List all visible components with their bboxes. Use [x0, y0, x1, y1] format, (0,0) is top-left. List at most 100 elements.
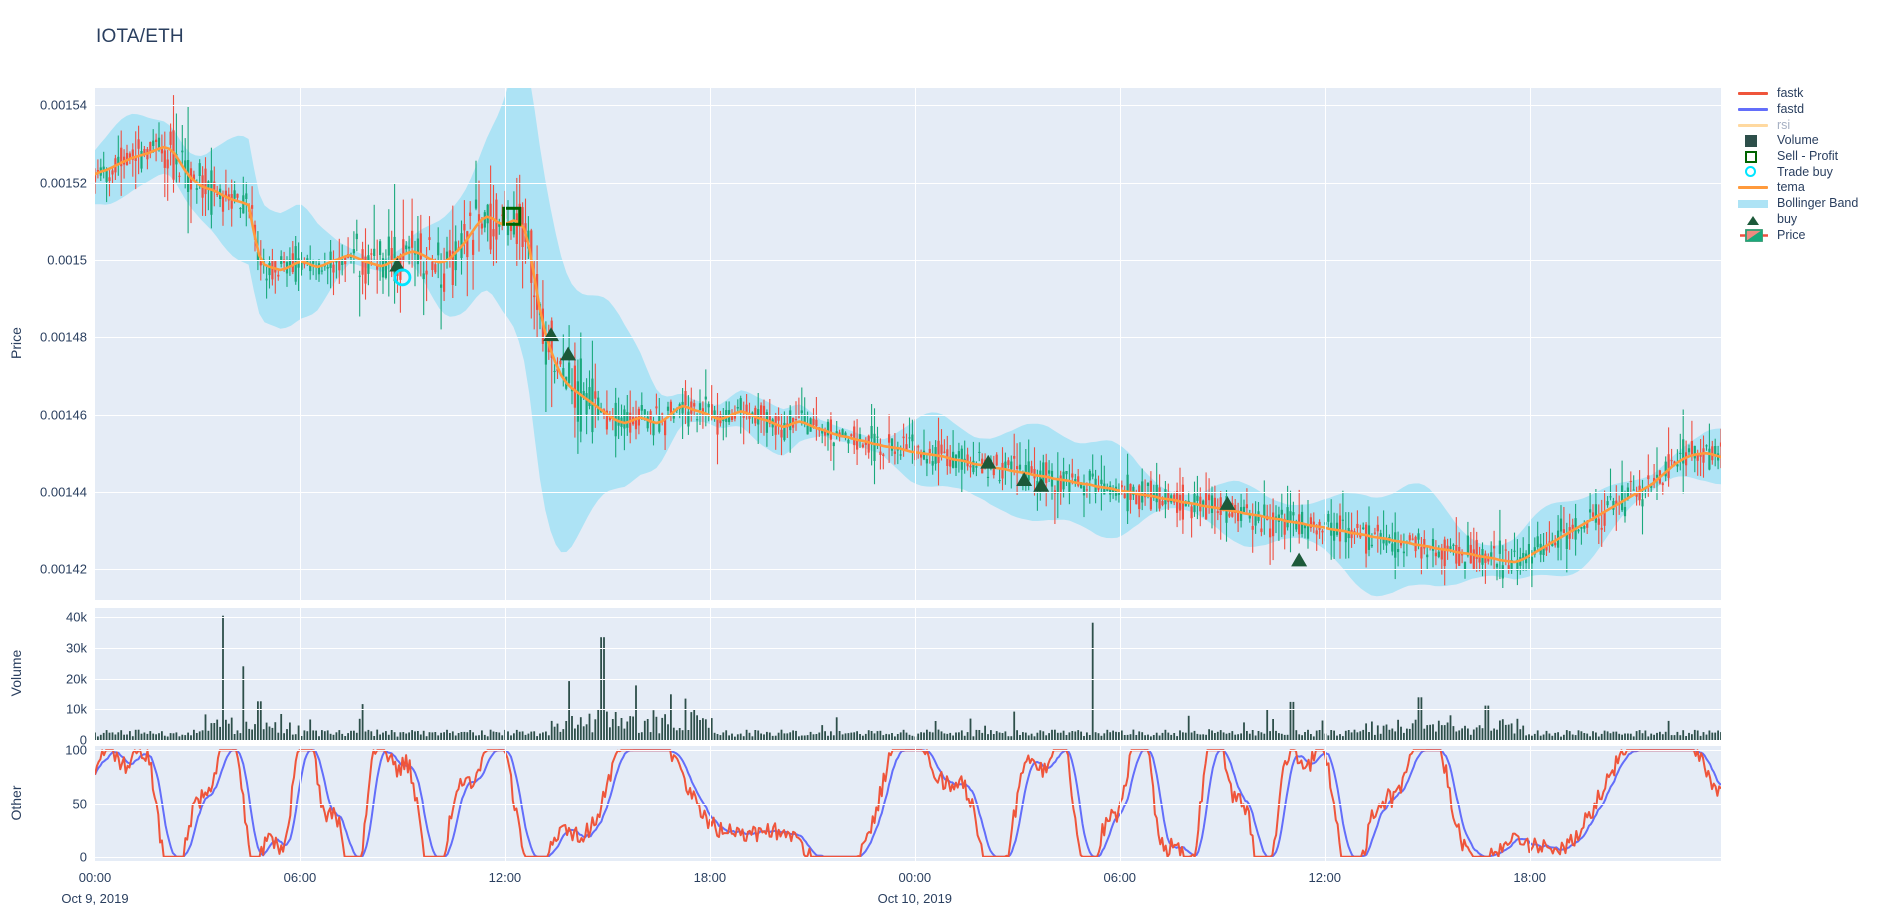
- volume-bar: [1414, 719, 1417, 740]
- candle-body: [1365, 524, 1368, 554]
- volume-bar: [963, 735, 966, 740]
- legend-item-trade-buy[interactable]: Trade buy: [1736, 164, 1886, 180]
- legend-item-fastk[interactable]: fastk: [1736, 86, 1886, 102]
- candle-body: [847, 439, 850, 444]
- candle-body: [163, 150, 166, 168]
- candle-body: [268, 263, 271, 276]
- candle-body: [1714, 446, 1717, 456]
- volume-bar: [626, 721, 629, 740]
- volume-bar: [571, 716, 573, 740]
- gridline-vertical: [504, 746, 506, 861]
- candle-body: [408, 246, 411, 249]
- volume-bar: [638, 732, 640, 740]
- candle-body: [1091, 473, 1094, 477]
- legend-item-volume[interactable]: Volume: [1736, 133, 1886, 149]
- volume-bar: [1638, 730, 1641, 740]
- candle-body: [445, 251, 449, 260]
- volume-bar: [390, 730, 393, 740]
- gridline-horizontal: [95, 678, 1721, 680]
- candle-body: [204, 168, 207, 195]
- candle-body: [495, 199, 498, 240]
- volume-bar: [1071, 731, 1074, 740]
- candle-body: [1562, 529, 1565, 534]
- candle-body: [1356, 523, 1359, 528]
- volume-bar: [152, 733, 155, 740]
- volume-bar: [140, 733, 143, 740]
- volume-bar: [952, 735, 954, 740]
- volume-bar: [617, 726, 620, 740]
- volume-bar: [949, 732, 952, 740]
- volume-bar: [1644, 730, 1647, 740]
- legend-item-rsi[interactable]: rsi: [1736, 117, 1886, 133]
- volume-bar: [579, 717, 582, 740]
- legend-item-sell-profit[interactable]: Sell - Profit: [1736, 149, 1886, 165]
- volume-bar: [908, 734, 911, 740]
- candle-body: [131, 149, 134, 160]
- volume-bar: [675, 730, 678, 740]
- candle-body: [102, 166, 105, 172]
- legend-item-buy[interactable]: buy: [1736, 212, 1886, 228]
- volume-bar: [1275, 730, 1277, 740]
- legend-item-fastd[interactable]: fastd: [1736, 102, 1886, 118]
- volume-bar: [972, 736, 975, 740]
- volume-bar: [847, 733, 850, 740]
- candle-body: [472, 239, 475, 255]
- buy-triangle-icon: [1291, 552, 1308, 567]
- candle-body: [544, 341, 547, 365]
- gridline-vertical: [1529, 746, 1531, 861]
- volume-bar: [1150, 736, 1152, 740]
- candle-body: [498, 224, 501, 227]
- volume-bar: [1109, 732, 1112, 740]
- candle-body: [704, 396, 707, 400]
- volume-bar: [742, 736, 745, 740]
- candle-body: [1234, 504, 1237, 513]
- volume-plot-layer: [95, 615, 1721, 740]
- candle-body: [707, 404, 710, 408]
- candle-body: [1112, 489, 1115, 493]
- candle-body: [1004, 461, 1007, 470]
- candle-body: [140, 151, 143, 169]
- candle-body: [1306, 524, 1310, 539]
- volume-bar: [373, 736, 376, 740]
- volume-bar: [780, 729, 783, 740]
- candle-body: [474, 199, 478, 209]
- volume-bar: [309, 719, 312, 740]
- candle-body: [152, 140, 155, 146]
- candle-body: [274, 261, 277, 273]
- candle-body: [1583, 526, 1586, 529]
- volume-bar: [873, 733, 876, 740]
- volume-bar: [1263, 733, 1266, 740]
- candle-body: [1507, 565, 1510, 570]
- volume-bar: [1504, 724, 1507, 740]
- candle-body: [800, 410, 803, 414]
- volume-bar: [507, 731, 509, 740]
- candle-body: [777, 416, 780, 421]
- volume-bar: [1563, 734, 1565, 740]
- volume-bar: [600, 637, 602, 740]
- candle-body: [966, 454, 969, 467]
- trade-buy-circle-icon: [393, 268, 412, 287]
- triangle-up-icon: [1747, 215, 1759, 225]
- volume-bar: [1112, 730, 1114, 740]
- volume-bar: [1036, 732, 1039, 740]
- candle-body: [1248, 514, 1251, 519]
- volume-bar: [184, 735, 187, 740]
- legend-item-price[interactable]: Price: [1736, 227, 1886, 243]
- candle-body: [1321, 530, 1324, 533]
- candle-body: [448, 250, 451, 260]
- volume-bar: [370, 731, 373, 740]
- volume-bar: [1458, 730, 1461, 740]
- volume-bar: [347, 733, 349, 740]
- volume-bar: [1589, 736, 1591, 740]
- volume-bar: [280, 714, 283, 740]
- candle-body: [1586, 523, 1589, 528]
- candle-body: [658, 415, 661, 432]
- legend-item-bollinger-band[interactable]: Bollinger Band: [1736, 196, 1886, 212]
- candle-body: [1353, 531, 1356, 533]
- volume-bar: [1429, 724, 1431, 740]
- legend-item-tema[interactable]: tema: [1736, 180, 1886, 196]
- candle-body: [739, 398, 742, 413]
- candle-body: [582, 391, 585, 399]
- volume-bar: [195, 733, 198, 740]
